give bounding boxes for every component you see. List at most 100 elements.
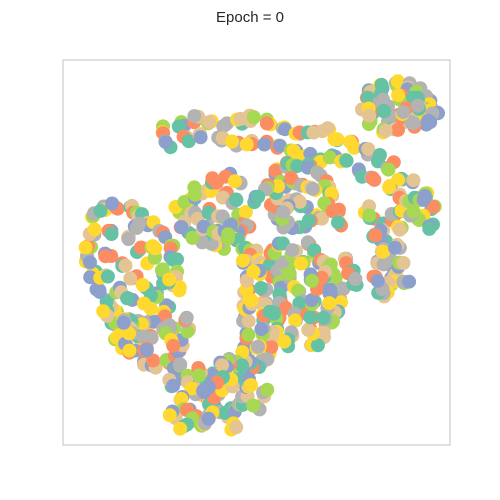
scatter-point (83, 255, 97, 270)
scatter-point (396, 105, 411, 120)
scatter-point (406, 204, 421, 219)
scatter-point (272, 138, 287, 153)
scatter-point (179, 310, 194, 325)
scatter-point (368, 228, 383, 243)
scatter-point (165, 252, 180, 267)
scatter-point (122, 343, 137, 358)
scatter-point (303, 310, 318, 325)
scatter-point (146, 353, 161, 368)
scatter-point (422, 221, 437, 236)
scatter-point (241, 327, 256, 342)
scatter-point (229, 420, 244, 435)
scatter-point (362, 208, 377, 223)
scatter-point (276, 205, 291, 220)
scatter-point (193, 130, 208, 145)
scatter-point (292, 296, 307, 311)
scatter-point (390, 74, 405, 89)
scatter-point (304, 273, 319, 288)
scatter-point (251, 339, 265, 354)
scatter-point (166, 338, 181, 353)
scatter-point (244, 378, 259, 393)
scatter-point (89, 282, 104, 297)
scatter-point (421, 113, 436, 128)
scatter-point (96, 304, 111, 319)
scatter-point (365, 171, 380, 186)
scatter-point (376, 244, 391, 259)
scatter-point (174, 220, 189, 235)
scatter-point (87, 222, 102, 237)
scatter-point (136, 296, 151, 311)
scatter-point (288, 313, 303, 328)
scatter-point (316, 310, 331, 325)
scatter-point (236, 253, 250, 268)
scatter-point (396, 256, 411, 270)
scatter-point (370, 273, 385, 288)
scatter-point (264, 340, 279, 355)
scatter-point (98, 249, 113, 264)
scatter-point (282, 266, 297, 281)
scatter-point (118, 258, 133, 273)
scatter-point (100, 269, 115, 284)
scatter-point (253, 281, 268, 295)
scatter-point (116, 315, 131, 330)
scatter-point (316, 325, 331, 340)
scatter-point (320, 121, 335, 136)
scatter-point (301, 322, 316, 337)
scatter-point (162, 272, 177, 287)
scatter-point (202, 115, 217, 129)
scatter-point (335, 281, 350, 296)
scatter-point (181, 134, 196, 149)
points-layer (78, 74, 445, 437)
scatter-point (257, 137, 272, 152)
scatter-point (134, 240, 148, 255)
scatter-point (187, 180, 202, 195)
scatter-point (378, 123, 393, 138)
scatter-point (259, 116, 274, 131)
scatter-point (121, 232, 136, 246)
scatter-point (185, 230, 200, 245)
scatter-point (201, 411, 216, 426)
scatter-point (292, 194, 307, 209)
scatter-point (305, 181, 320, 196)
plot-frame (62, 59, 451, 446)
scatter-point (221, 231, 235, 246)
scatter-point (196, 383, 211, 398)
scatter-point (241, 314, 256, 329)
scatter-point (173, 357, 188, 372)
scatter-point (348, 272, 363, 286)
scatter-point (324, 186, 339, 201)
scatter-point (260, 382, 275, 397)
scatter-point (277, 334, 292, 349)
scatter-point (402, 274, 417, 289)
scatter-point (343, 134, 358, 149)
scatter-point (304, 293, 319, 308)
scatter-point (391, 88, 406, 103)
scatter-point (290, 159, 305, 174)
scatter-point (135, 277, 150, 292)
scatter-point (229, 192, 244, 207)
scatter-point (303, 146, 318, 161)
scatter-point (239, 137, 254, 152)
scatter-point (362, 108, 377, 123)
scatter-point (246, 398, 261, 413)
scatter-point (377, 104, 392, 119)
scatter-point (391, 122, 405, 137)
scatter-point (382, 180, 397, 195)
scatter-point (251, 189, 266, 204)
scatter-point (177, 195, 192, 209)
scatter-point (132, 216, 147, 231)
scatter-point (122, 326, 137, 341)
scatter-point (327, 132, 342, 147)
scatter-point (325, 204, 340, 219)
scatter-point (331, 215, 345, 230)
scatter-point (227, 174, 242, 189)
scatter-point (246, 110, 261, 125)
scatter-point (314, 211, 329, 226)
chart-title: Epoch = 0 (216, 9, 284, 26)
scatter-point (246, 264, 261, 279)
scatter-point (301, 213, 316, 228)
scatter-point (372, 148, 387, 162)
scatter-point (271, 179, 286, 194)
scatter-point (158, 135, 173, 150)
scatter-point (83, 270, 98, 285)
